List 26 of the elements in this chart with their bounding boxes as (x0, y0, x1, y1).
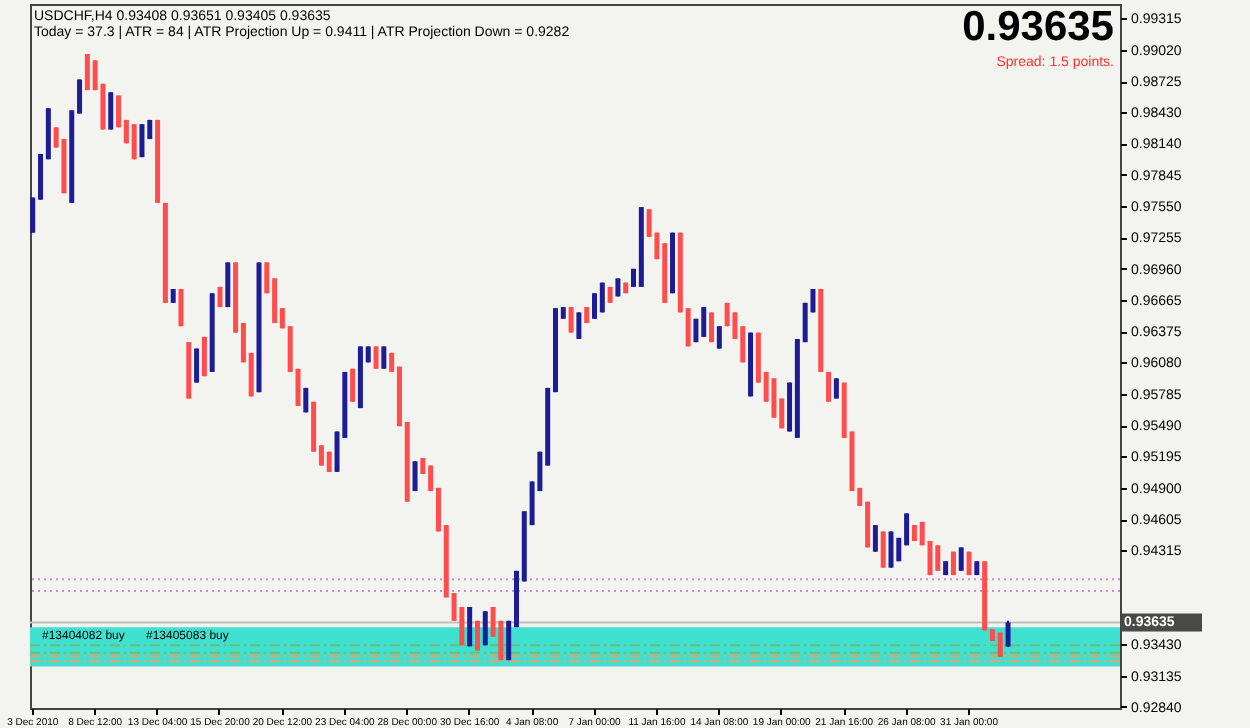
candlestick (576, 311, 582, 340)
candlestick (880, 530, 886, 569)
candlestick (1005, 619, 1011, 648)
candlestick (709, 311, 715, 344)
candlestick (474, 619, 480, 652)
candlestick (225, 261, 231, 309)
candlestick (935, 544, 941, 572)
candlestick (997, 631, 1003, 658)
candlestick (412, 460, 418, 493)
candlestick (833, 377, 839, 400)
candlestick (139, 123, 145, 159)
candlestick (194, 347, 200, 384)
candlestick (826, 370, 832, 403)
annotation: 0.93635 (962, 4, 1115, 50)
candlestick (888, 530, 894, 569)
candlestick (482, 610, 488, 647)
candlestick (701, 306, 707, 338)
candlestick (568, 306, 574, 334)
candlestick (131, 123, 137, 161)
candlestick (716, 325, 722, 350)
candlestick (373, 345, 379, 370)
candlestick (108, 91, 114, 131)
candlestick (958, 546, 964, 572)
candlestick (872, 524, 878, 553)
candlestick (381, 345, 387, 370)
candlestick (350, 367, 356, 403)
